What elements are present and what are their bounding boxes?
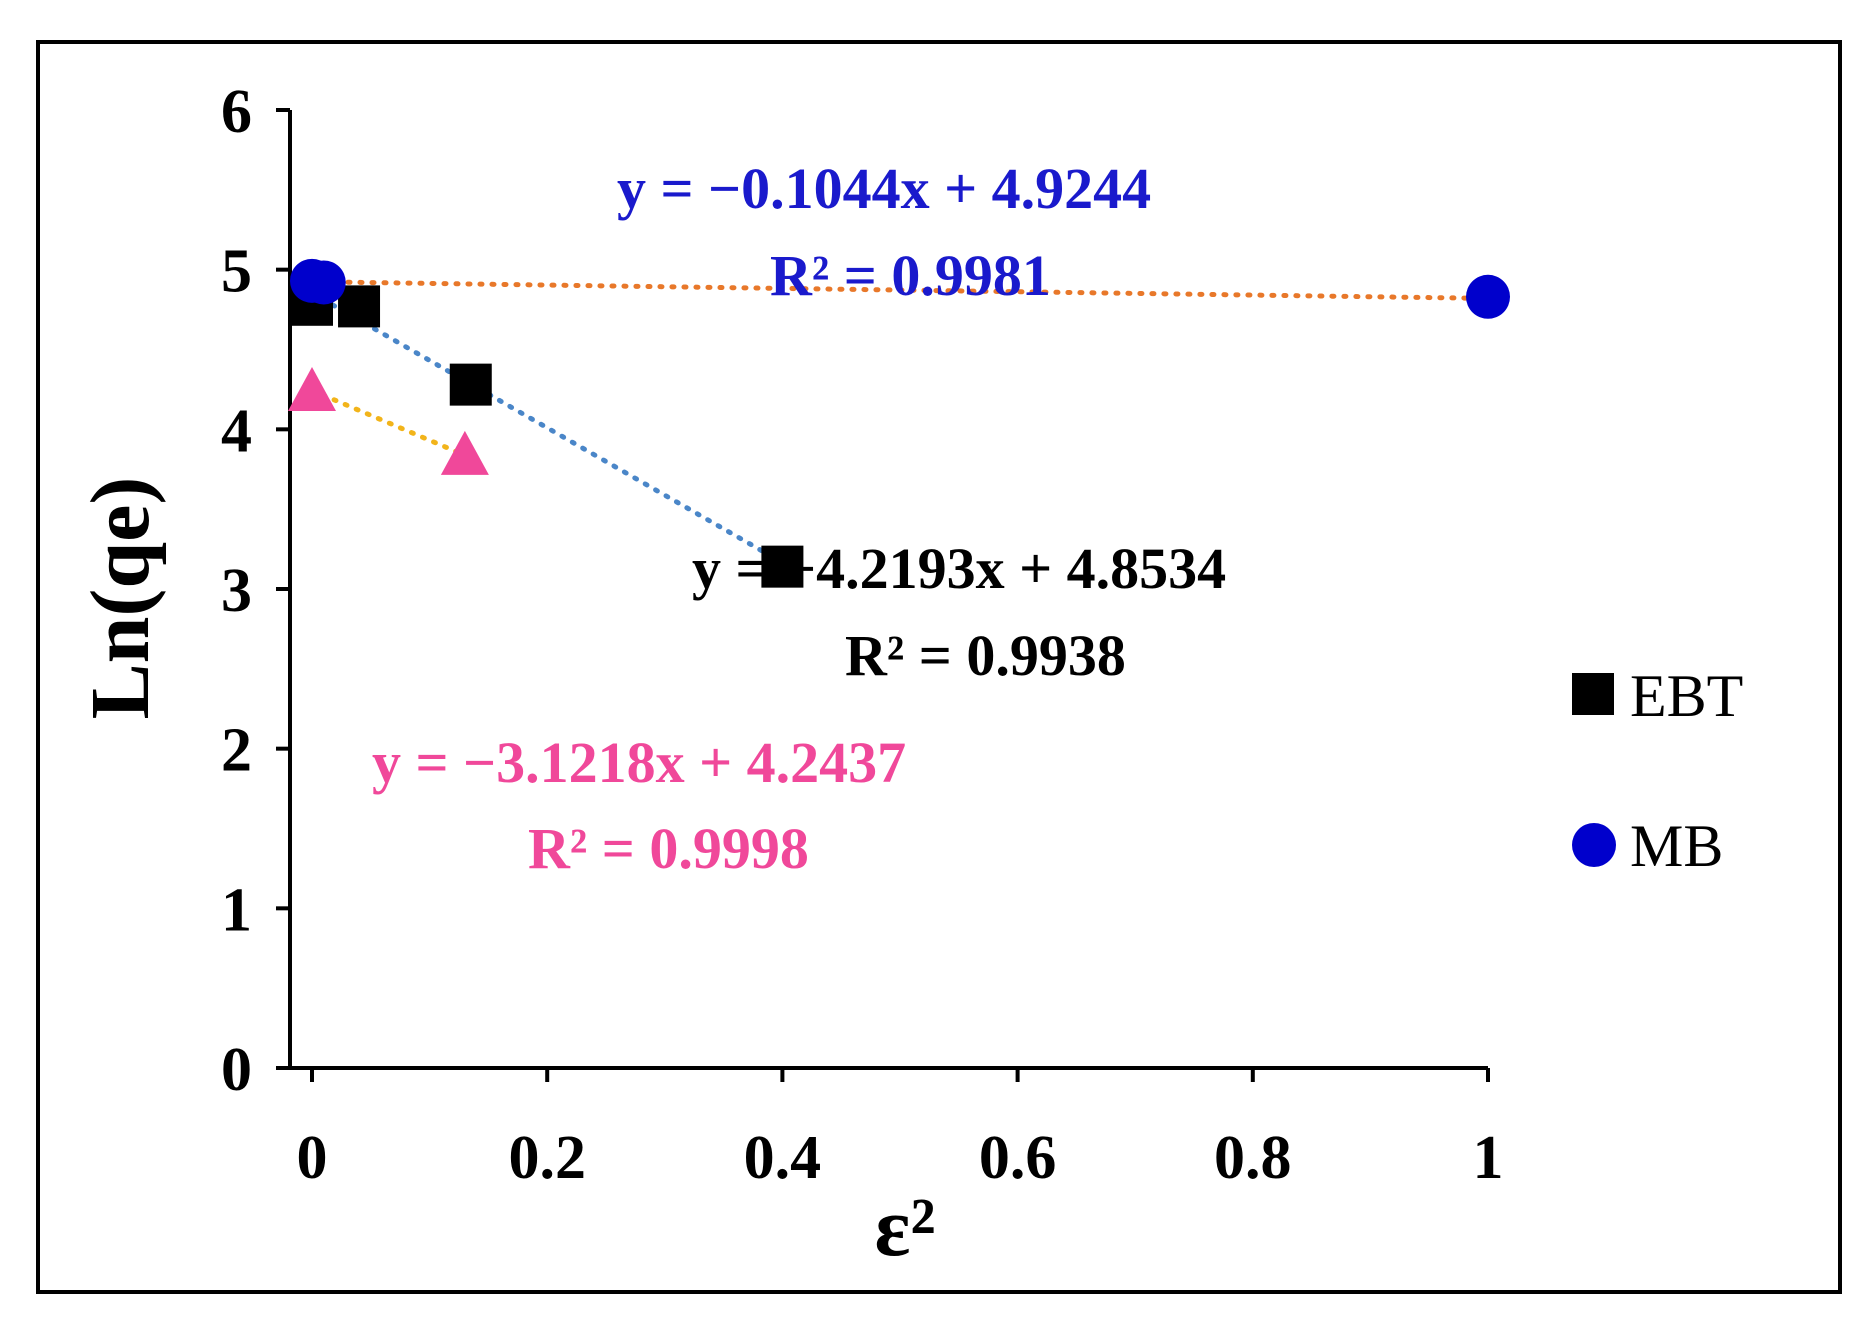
y-tick-label: 3 — [221, 557, 252, 625]
legend-label-ebt: EBT — [1630, 663, 1743, 729]
x-tick-label: 0 — [297, 1124, 328, 1192]
annotation-mb-equation: y = −0.1044x + 4.9244 — [617, 156, 1151, 221]
y-tick-label: 6 — [221, 78, 252, 146]
legend-marker-mb — [1572, 823, 1616, 867]
chart-frame — [36, 40, 1842, 1294]
annotation-mb: y = −0.1044x + 4.9244 R² = 0.9981 — [617, 156, 1151, 308]
x-tick-label: 0.8 — [1214, 1124, 1292, 1192]
data-point-series-3 — [288, 367, 336, 412]
annotation-ebt-equation: y = −4.2193x + 4.8534 — [692, 536, 1226, 601]
data-point-ebt — [338, 285, 381, 328]
annotation-third-r2: R² = 0.9998 — [528, 816, 809, 881]
x-tick-label: 0.6 — [979, 1124, 1057, 1192]
y-tick-label: 5 — [221, 238, 252, 306]
annotation-ebt: y = −4.2193x + 4.8534 R² = 0.9938 — [692, 536, 1226, 688]
y-tick-label: 1 — [221, 876, 252, 944]
x-axis-title: ε² — [874, 1181, 935, 1274]
y-tick-label: 4 — [221, 397, 252, 465]
data-points — [288, 258, 1510, 588]
x-tick-label: 0.2 — [508, 1124, 586, 1192]
annotation-third: y = −3.1218x + 4.2437 R² = 0.9998 — [372, 730, 906, 881]
data-point-ebt — [761, 545, 804, 588]
tick-labels: 0 1 2 3 4 5 6 0 0.2 0.4 0.6 0.8 1 — [221, 78, 1504, 1192]
x-tick-label: 1 — [1473, 1124, 1504, 1192]
legend: EBT MB — [1572, 663, 1743, 879]
x-tick-label: 0.4 — [744, 1124, 822, 1192]
data-point-mb — [1466, 274, 1510, 319]
y-axis-title: Ln(qe) — [74, 477, 167, 720]
axes — [276, 108, 1490, 1082]
trendline-series-3 — [309, 387, 468, 458]
annotation-ebt-r2: R² = 0.9938 — [845, 623, 1126, 688]
y-tick-label: 2 — [221, 717, 252, 785]
data-point-mb — [301, 260, 346, 305]
annotation-third-equation: y = −3.1218x + 4.2437 — [372, 730, 906, 795]
legend-label-mb: MB — [1630, 813, 1723, 879]
data-point-series-3 — [440, 430, 489, 475]
data-point-ebt — [449, 363, 492, 406]
trendlines — [309, 279, 1491, 566]
y-tick-label: 0 — [221, 1036, 252, 1104]
annotation-mb-r2: R² = 0.9981 — [770, 243, 1051, 308]
legend-marker-ebt — [1572, 673, 1614, 715]
trendline-mb — [309, 279, 1491, 301]
